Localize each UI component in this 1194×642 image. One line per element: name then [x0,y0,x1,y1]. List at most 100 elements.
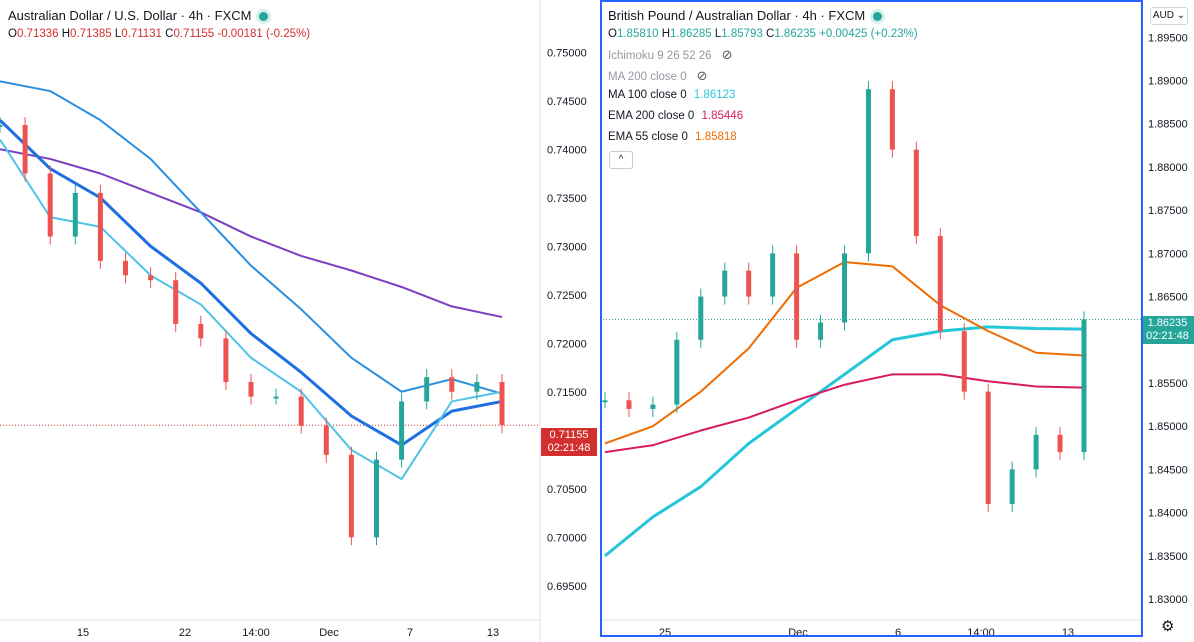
bar-countdown: 02:21:48 [1146,330,1189,342]
audusd-candle [123,260,128,276]
gbpaud-candle [985,391,991,504]
audusd-series-line [0,119,503,447]
audusd-candle [248,382,254,397]
gbpaud-candle [1057,434,1063,453]
audusd-ytick-label: 0.71500 [547,387,587,399]
audusd-title-text: Australian Dollar / U.S. Dollar · 4h · F… [8,8,252,23]
gbpaud-ytick-label: 1.88000 [1148,162,1188,174]
ohlc-close: 1.86235 [774,28,816,40]
audusd-ohlc: O0.71336 H0.71385 L0.71131 C0.71155 -0.0… [8,28,311,40]
gbpaud-xtick-label: 25 [659,627,671,639]
ohlc-open: 1.85810 [616,28,659,40]
gbpaud-ytick-label: 1.85000 [1148,421,1188,433]
gbpaud-candle [626,400,632,409]
gbpaud-ytick-label: 1.87000 [1148,248,1188,260]
gbpaud-candle [602,400,608,403]
audusd-candle [148,275,154,281]
audusd-candle [399,401,405,460]
audusd-candle [97,192,103,261]
gbpaud-candle [961,331,967,392]
indicator-ichimoku[interactable]: Ichimoku 9 26 52 26 ⊘ [608,47,733,62]
audusd-series-line [0,148,503,319]
ohlc-open: 0.71336 [16,28,59,40]
audusd-ytick-label: 0.69500 [547,581,587,593]
audusd-ytick-label: 0.72000 [547,338,587,350]
audusd-ytick-label: 0.70000 [547,532,587,544]
gbpaud-ytick-label: 1.83500 [1148,551,1188,563]
last-price: 0.71155 [549,429,589,441]
ohlc-high: 1.86285 [670,28,712,40]
gbpaud-candle [650,404,656,409]
gbpaud-ytick-label: 1.86500 [1148,292,1188,304]
indicator-ema55[interactable]: EMA 55 close 0 1.85818 [608,131,737,143]
gbpaud-ytick-label: 1.84500 [1148,464,1188,476]
gbpaud-series-line [604,325,1085,557]
audusd-candle [374,459,379,538]
audusd-ytick-label: 0.74000 [547,144,587,156]
audusd-candle [47,173,53,237]
indicator-ma200[interactable]: MA 200 close 0 ⊘ [608,68,708,83]
ema55-value: 1.85818 [695,131,737,143]
ema200-value: 1.85446 [701,110,744,122]
ohlc-change: -0.00181 (-0.25%) [217,28,311,40]
audusd-candle [424,377,430,402]
gbpaud-candle [1009,469,1015,504]
ohlc-low: 1.85793 [721,28,763,40]
hidden-eye-icon[interactable]: ⊘ [721,47,733,62]
audusd-series-line [0,139,503,481]
audusd-last-price-tag: 0.71155 02:21:48 [541,428,597,456]
audusd-chart-canvas[interactable]: 0.75000 0.74500 0.74000 0.73500 0.73000 0.725… [0,0,600,642]
audusd-candle [22,125,28,174]
gbpaud-ytick-label: 1.83000 [1148,594,1188,606]
audusd-chart-pane[interactable]: 0.75000 0.74500 0.74000 0.73500 0.73000 0.725… [0,0,600,642]
audusd-xtick-label: 22 [179,627,191,639]
audusd-candle [348,454,354,538]
audusd-xtick-label: 14:00 [242,627,270,639]
audusd-ytick-label: 0.72500 [547,290,587,302]
gbpaud-series-line [604,373,1085,454]
audusd-candle [72,192,78,237]
bar-countdown: 02:21:48 [547,442,591,454]
market-open-icon [259,12,269,22]
audusd-candle [173,280,179,324]
gbpaud-candle [1081,319,1087,453]
audusd-candle [474,382,480,392]
audusd-candle [198,323,204,339]
gbpaud-ytick-label: 1.87500 [1148,205,1188,217]
indicator-ma100[interactable]: MA 100 close 0 1.86123 [608,89,736,101]
audusd-candle [449,377,455,392]
audusd-xtick-label: 15 [77,627,89,639]
gbpaud-candle [674,339,680,405]
ohlc-change: +0.00425 (+0.23%) [819,28,918,40]
audusd-candle [0,125,3,127]
settings-gear-icon[interactable]: ⚙ [1161,618,1175,635]
gbpaud-candle [913,149,919,237]
audusd-candle [499,382,505,426]
gbpaud-xtick-label: 6 [895,627,901,639]
audusd-xtick-label: 13 [487,627,499,639]
gbpaud-xtick-label: 13 [1062,627,1074,639]
gbpaud-candle [794,253,800,340]
market-open-icon [873,12,883,22]
gbpaud-candle [1033,434,1039,470]
audusd-candle [273,396,279,399]
ohlc-high: 0.71385 [70,28,112,40]
gbpaud-chart-pane[interactable]: 1.89500 1.89000 1.88500 1.88000 1.87500 1.870… [600,0,1194,642]
indicator-ema200[interactable]: EMA 200 close 0 1.85446 [608,110,744,122]
gbpaud-candle [937,236,943,332]
audusd-symbol-title: Australian Dollar / U.S. Dollar · 4h · F… [8,8,269,23]
audusd-candle [223,338,229,383]
gbpaud-ytick-label: 1.84000 [1148,508,1188,520]
ohlc-close: 0.71155 [173,28,215,40]
gbpaud-title-text: British Pound / Australian Dollar · 4h ·… [608,8,866,23]
audusd-ytick-label: 0.74500 [547,96,587,108]
gbpaud-candle [865,89,871,254]
audusd-ytick-label: 0.73000 [547,241,587,253]
audusd-candle [298,396,304,426]
collapse-legend-button[interactable]: ^ [609,151,633,169]
audusd-xtick-label: 7 [407,627,413,639]
ma100-value: 1.86123 [693,89,736,101]
gbpaud-candle [746,270,752,297]
hidden-eye-icon[interactable]: ⊘ [696,68,708,83]
currency-select[interactable]: AUD ⌄ [1150,7,1188,25]
